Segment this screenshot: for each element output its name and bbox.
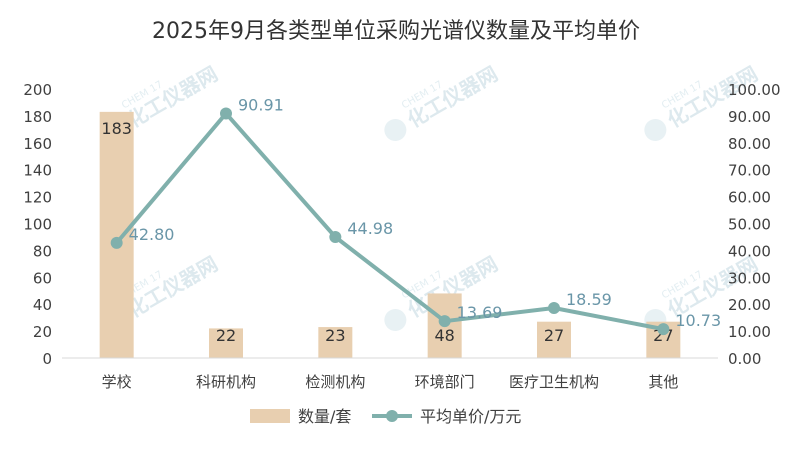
bar [209, 328, 243, 358]
bar-data-label: 48 [434, 326, 454, 345]
watermark-logo-icon [384, 309, 407, 331]
x-axis: 学校 科研机构 检测机构 环境部门 医疗卫生机构 其他 [62, 357, 718, 391]
category-label: 其他 [648, 373, 678, 391]
left-axis-tick-label: 100 [23, 216, 52, 234]
category-label: 学校 [102, 373, 132, 391]
right-axis-tick-label: 80.00 [728, 135, 771, 153]
left-axis: 0 20 40 60 80 100 120 140 160 180 200 [23, 81, 52, 368]
line-point [548, 301, 560, 314]
left-axis-tick-label: 80 [33, 242, 52, 260]
line-data-label: 42.80 [129, 225, 175, 244]
left-axis-tick-label: 120 [23, 189, 52, 207]
bar [99, 111, 134, 359]
right-axis: 0.00 10.00 20.00 30.00 40.00 50.00 60.00 70.00 8… [728, 81, 781, 368]
right-axis-tick-label: 30.00 [728, 269, 771, 287]
legend-line-label: 平均单价/万元 [420, 407, 521, 426]
bar-data-label: 23 [325, 326, 345, 345]
left-axis-tick-label: 160 [23, 135, 52, 153]
legend-line-marker [386, 410, 398, 422]
right-axis-tick-label: 70.00 [728, 162, 771, 180]
legend: 数量/套 平均单价/万元 [250, 407, 521, 426]
line-series: 42.80 90.91 44.98 13.69 18.59 10.73 [110, 95, 721, 336]
left-axis-tick-label: 60 [33, 269, 52, 287]
line-data-label: 90.91 [238, 95, 284, 114]
right-axis-tick-label: 100.00 [728, 81, 781, 99]
category-label: 医疗卫生机构 [509, 373, 599, 391]
right-axis-tick-label: 0.00 [728, 350, 761, 368]
category-label: 环境部门 [415, 373, 475, 391]
line-data-label: 10.73 [675, 311, 721, 330]
left-axis-tick-label: 40 [33, 296, 52, 314]
right-axis-tick-label: 90.00 [728, 108, 771, 126]
right-axis-tick-label: 40.00 [728, 242, 771, 260]
line-data-label: 18.59 [566, 290, 612, 309]
right-axis-tick-label: 60.00 [728, 189, 771, 207]
bar-data-label: 22 [216, 326, 236, 345]
category-label: 检测机构 [305, 373, 365, 391]
watermark-logo-icon [644, 119, 667, 141]
left-axis-tick-label: 200 [23, 81, 52, 99]
left-axis-tick-label: 140 [23, 162, 52, 180]
line-path [115, 111, 664, 332]
bar-data-label: 27 [544, 326, 564, 345]
legend-bar-label: 数量/套 [298, 407, 351, 426]
left-axis-tick-label: 20 [33, 323, 52, 341]
line-point [220, 107, 232, 120]
line-point [657, 323, 670, 336]
left-axis-tick-label: 0 [42, 350, 52, 368]
line-point [110, 236, 123, 249]
legend-bar-swatch [250, 409, 290, 423]
right-axis-tick-label: 20.00 [728, 296, 771, 314]
bar [537, 321, 571, 358]
left-axis-tick-label: 180 [23, 108, 52, 126]
watermark-logo-icon [384, 119, 407, 141]
line-data-label: 13.69 [457, 303, 503, 322]
line-point [329, 231, 342, 244]
bar [318, 327, 353, 358]
right-axis-tick-label: 50.00 [728, 216, 771, 234]
chart-title: 2025年9月各类型单位采购光谱仪数量及平均单价 [152, 19, 640, 44]
category-label: 科研机构 [196, 373, 256, 391]
line-data-label: 44.98 [347, 219, 393, 238]
right-axis-tick-label: 10.00 [728, 323, 771, 341]
bar-data-label: 183 [101, 119, 132, 138]
line-point [438, 315, 451, 328]
